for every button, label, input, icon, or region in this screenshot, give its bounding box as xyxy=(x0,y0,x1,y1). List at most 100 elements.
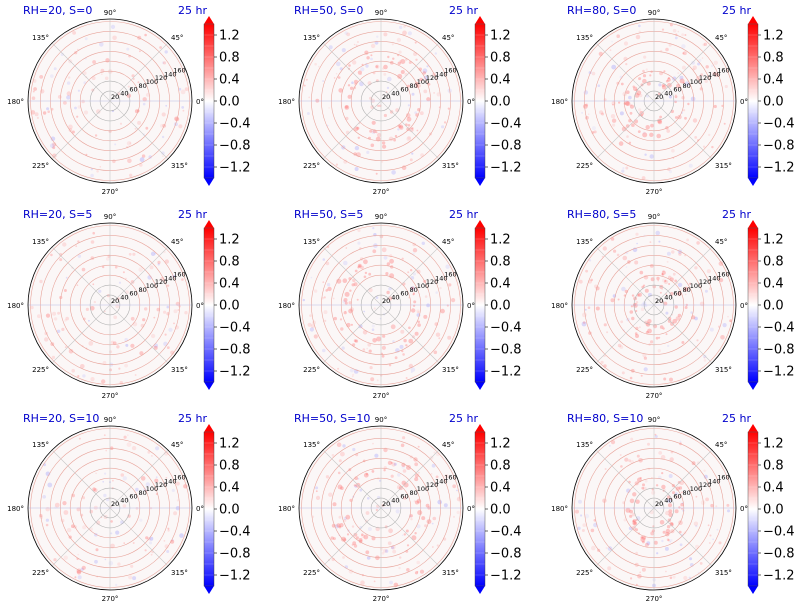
anomaly-speck xyxy=(444,474,449,479)
anomaly-ring-speck xyxy=(337,484,343,490)
anomaly-speck xyxy=(322,80,324,82)
anomaly-speck xyxy=(437,499,443,505)
anomaly-ring-speck xyxy=(349,86,354,91)
anomaly-ring-speck xyxy=(669,292,674,296)
anomaly-speck xyxy=(582,312,587,318)
anomaly-speck xyxy=(134,127,137,130)
colorbar-tick-label: −0.8 xyxy=(490,139,522,154)
radial-tick-label: 160 xyxy=(717,67,729,75)
anomaly-speck xyxy=(302,298,305,302)
colorbar-extend-top xyxy=(748,220,758,228)
anomaly-speck xyxy=(399,556,402,559)
anomaly-ring-speck xyxy=(661,270,666,275)
anomaly-speck xyxy=(181,278,184,281)
anomaly-speck xyxy=(583,90,589,95)
colorbar-tick-label: 0.4 xyxy=(490,277,511,292)
radial-tick-label: 60 xyxy=(400,86,408,94)
anomaly-speck xyxy=(395,509,400,514)
angle-label-45: 45° xyxy=(442,34,454,42)
anomaly-speck xyxy=(398,566,401,570)
anomaly-speck xyxy=(102,265,105,269)
anomaly-speck xyxy=(418,471,420,474)
anomaly-speck xyxy=(452,484,457,489)
panel-time-label: 25 hr xyxy=(449,208,478,221)
anomaly-speck xyxy=(723,122,726,125)
anomaly-speck xyxy=(666,538,670,541)
anomaly-speck xyxy=(339,318,343,321)
anomaly-speck xyxy=(433,350,438,355)
anomaly-speck xyxy=(688,163,693,168)
anomaly-speck xyxy=(681,44,686,49)
radial-tick-label: 60 xyxy=(129,493,137,501)
anomaly-speck xyxy=(371,120,376,125)
anomaly-ring-speck xyxy=(392,57,395,60)
anomaly-speck xyxy=(684,254,686,257)
anomaly-speck xyxy=(344,31,348,35)
anomaly-ring-speck xyxy=(358,539,363,544)
anomaly-speck xyxy=(116,297,120,301)
anomaly-speck xyxy=(693,521,699,526)
anomaly-speck xyxy=(306,112,310,115)
colorbar-tick-label: 0.8 xyxy=(490,51,511,66)
anomaly-ring-speck xyxy=(408,338,414,344)
anomaly-speck xyxy=(173,309,178,314)
anomaly-speck xyxy=(695,524,698,528)
panel-time-label: 25 hr xyxy=(178,4,207,17)
anomaly-speck xyxy=(150,553,153,556)
anomaly-speck xyxy=(610,298,615,303)
anomaly-ring-speck xyxy=(358,538,363,542)
polar-boundary xyxy=(27,222,193,388)
anomaly-speck xyxy=(430,473,433,475)
anomaly-speck xyxy=(439,286,442,290)
anomaly-speck xyxy=(422,68,428,74)
colorbar-tick-label: −0.4 xyxy=(490,525,522,540)
anomaly-speck xyxy=(633,521,637,525)
colorbar-tick-label: 0.0 xyxy=(219,95,240,110)
anomaly-speck xyxy=(90,173,94,178)
anomaly-speck xyxy=(138,267,143,272)
anomaly-speck xyxy=(640,307,645,312)
colorbar-extend-bottom xyxy=(475,178,485,186)
colorbar-tick-label: −1.2 xyxy=(490,365,522,380)
anomaly-ring-speck xyxy=(655,336,659,340)
anomaly-speck xyxy=(641,567,646,572)
anomaly-speck xyxy=(366,347,369,350)
anomaly-speck xyxy=(376,132,382,138)
colorbar-tick-label: −0.8 xyxy=(763,139,795,154)
anomaly-speck xyxy=(170,350,175,355)
radial-tick-label: 160 xyxy=(444,271,456,279)
anomaly-speck xyxy=(342,556,345,559)
anomaly-speck xyxy=(96,520,101,525)
anomaly-speck xyxy=(338,88,344,93)
anomaly-speck xyxy=(376,35,379,38)
anomaly-speck xyxy=(56,329,61,333)
anomaly-speck xyxy=(619,345,624,349)
anomaly-speck xyxy=(440,308,445,314)
angle-label-0: 0° xyxy=(196,505,204,513)
anomaly-speck xyxy=(150,251,156,256)
anomaly-speck xyxy=(678,252,682,256)
anomaly-speck xyxy=(412,248,418,253)
anomaly-speck xyxy=(366,150,370,154)
anomaly-speck xyxy=(360,67,365,72)
anomaly-speck xyxy=(644,542,649,547)
anomaly-speck xyxy=(134,374,137,376)
anomaly-speck xyxy=(399,60,402,63)
anomaly-speck xyxy=(105,257,110,261)
anomaly-speck xyxy=(621,371,625,375)
angle-label-90: 90° xyxy=(375,213,387,221)
anomaly-ring-speck xyxy=(351,283,355,287)
anomaly-speck xyxy=(75,245,78,248)
anomaly-speck xyxy=(174,122,178,127)
anomaly-speck xyxy=(703,474,708,479)
spoke-45 xyxy=(380,246,440,306)
anomaly-speck xyxy=(424,295,428,298)
anomaly-speck xyxy=(308,96,311,99)
anomaly-speck xyxy=(601,112,605,116)
anomaly-speck xyxy=(631,512,636,517)
anomaly-speck xyxy=(690,96,696,102)
anomaly-speck xyxy=(619,111,624,116)
anomaly-ring-speck xyxy=(642,74,647,78)
radial-tick-label: 60 xyxy=(673,86,681,94)
